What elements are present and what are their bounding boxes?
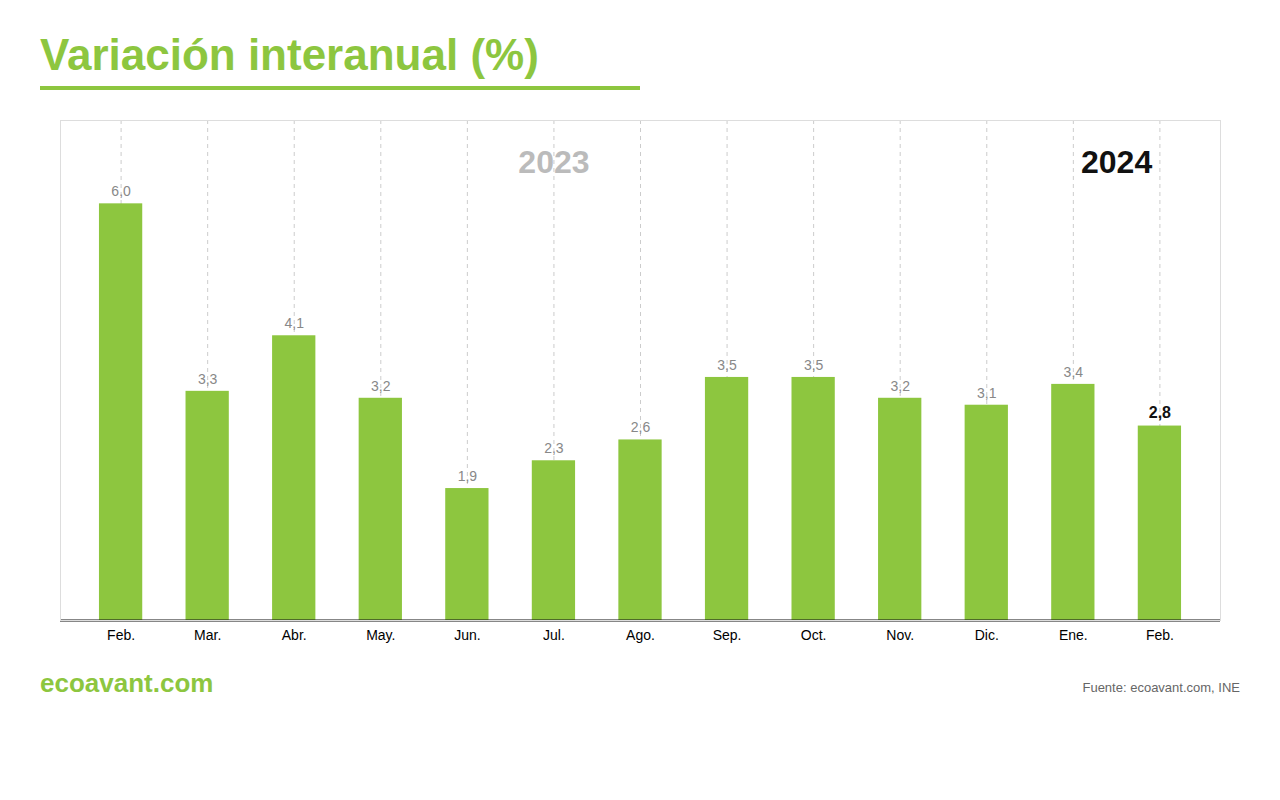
svg-text:Oct.: Oct.: [801, 627, 827, 643]
html-text:ecoavant.com: ecoavant.com: [40, 668, 214, 698]
svg-text:1,9: 1,9: [458, 468, 478, 484]
svg-text:Ene.: Ene.: [1059, 627, 1088, 643]
svg-text:May.: May.: [366, 627, 395, 643]
svg-text:3,5: 3,5: [717, 357, 737, 373]
svg-text:2024: 2024: [1081, 144, 1152, 180]
svg-text:Mar.: Mar.: [194, 627, 221, 643]
svg-text:Sep.: Sep.: [713, 627, 742, 643]
svg-text:2,3: 2,3: [544, 440, 564, 456]
svg-text:Feb.: Feb.: [107, 627, 135, 643]
svg-text:2023: 2023: [518, 144, 589, 180]
svg-text:Feb.: Feb.: [1146, 627, 1174, 643]
svg-text:Abr.: Abr.: [282, 627, 307, 643]
svg-text:4,1: 4,1: [284, 315, 304, 331]
svg-text:Ago.: Ago.: [626, 627, 655, 643]
svg-text:3,3: 3,3: [198, 371, 218, 387]
svg-text:Jul.: Jul.: [543, 627, 565, 643]
svg-text:Nov.: Nov.: [886, 627, 914, 643]
svg-text:6,0: 6,0: [111, 183, 131, 199]
html-text:Variación interanual (%): Variación interanual (%): [40, 30, 539, 79]
svg-text:3,4: 3,4: [1064, 364, 1084, 380]
svg-text:2,8: 2,8: [1149, 404, 1171, 421]
svg-text:3,5: 3,5: [804, 357, 824, 373]
svg-text:3,2: 3,2: [371, 378, 391, 394]
svg-text:Dic.: Dic.: [975, 627, 999, 643]
svg-text:3,2: 3,2: [890, 378, 910, 394]
svg-text:3,1: 3,1: [977, 385, 997, 401]
svg-text:2,6: 2,6: [631, 419, 651, 435]
html-text:Fuente: ecoavant.com, INE: Fuente: ecoavant.com, INE: [1082, 680, 1240, 695]
svg-text:Jun.: Jun.: [454, 627, 480, 643]
